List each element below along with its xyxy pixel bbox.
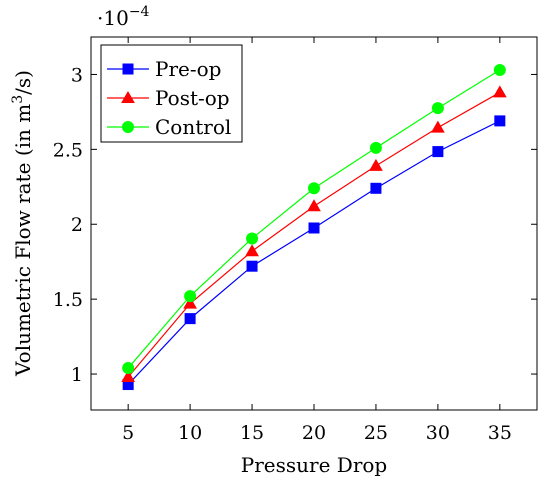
series-layer <box>121 63 507 391</box>
legend-entry: Pre-op <box>107 57 221 81</box>
legend-entry: Control <box>107 115 231 139</box>
data-point <box>432 146 444 158</box>
x-tick-label: 20 <box>302 422 326 444</box>
x-tick-label: 35 <box>488 422 512 444</box>
series-pre-op <box>122 115 506 391</box>
data-point <box>370 182 382 194</box>
y-tick-label: 1 <box>71 364 83 386</box>
data-point <box>308 182 320 195</box>
data-point <box>369 158 383 171</box>
data-point <box>121 370 136 383</box>
x-tick-label: 10 <box>178 422 202 444</box>
legend-label: Control <box>155 115 231 139</box>
x-tick-label: 5 <box>122 422 134 444</box>
data-point <box>493 63 506 76</box>
data-point <box>494 115 506 127</box>
x-axis-label: Pressure Drop <box>241 453 387 477</box>
data-point <box>246 260 258 272</box>
data-point <box>122 362 135 375</box>
data-point <box>307 199 321 212</box>
data-point <box>369 141 382 154</box>
series-control <box>122 63 506 375</box>
y-tick-label: 2 <box>71 214 83 236</box>
x-axis-ticks: 5 10 15 20 25 30 35 <box>122 37 512 444</box>
data-point <box>184 290 197 303</box>
data-point <box>183 296 197 309</box>
legend-marker <box>122 63 134 75</box>
data-point <box>245 244 259 257</box>
legend-marker <box>121 90 135 103</box>
data-point <box>184 313 196 325</box>
legend-marker <box>122 121 134 133</box>
data-point <box>246 232 259 245</box>
legend-entry: Post-op <box>107 86 230 110</box>
series-line <box>127 120 501 385</box>
y-scale-factor: ·10−4 <box>97 4 150 30</box>
series-post-op <box>121 85 507 383</box>
y-tick-label: 1.5 <box>53 289 83 311</box>
legend-label: Post-op <box>155 86 230 110</box>
x-tick-label: 15 <box>240 422 264 444</box>
x-tick-label: 30 <box>426 422 450 444</box>
y-tick-label: 3 <box>71 64 83 86</box>
y-axis-ticks: 1 1.5 2 2.5 3 <box>53 64 537 386</box>
data-point <box>308 222 320 234</box>
legend: Pre-op Post-op Control <box>100 44 243 143</box>
y-tick-label: 2.5 <box>53 139 83 161</box>
data-point <box>431 102 444 115</box>
data-point <box>492 85 507 98</box>
x-tick-label: 25 <box>364 422 388 444</box>
data-point <box>431 120 445 133</box>
y-axis-label: Volumetric Flow rate (in m3/s) <box>10 70 35 377</box>
legend-label: Pre-op <box>155 57 221 81</box>
